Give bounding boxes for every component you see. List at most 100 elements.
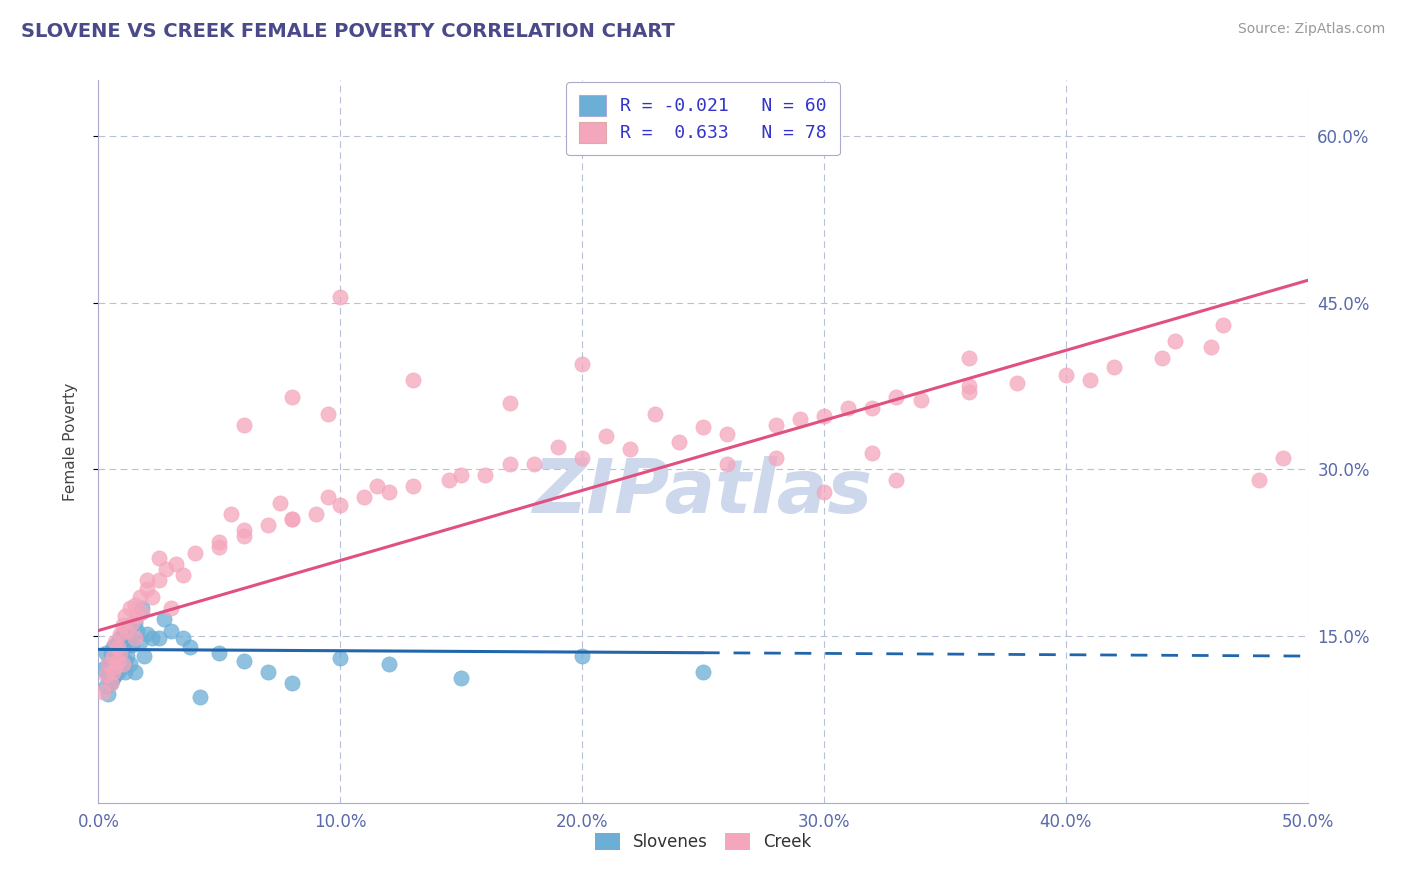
Point — [100, 646, 122, 660]
Point — [474, 467, 496, 482]
Point — [160, 624, 183, 638]
Point — [107, 657, 129, 671]
Point — [402, 479, 425, 493]
Point — [111, 660, 134, 674]
Point — [813, 484, 835, 499]
Point — [124, 665, 146, 679]
Point — [910, 393, 932, 408]
Point — [118, 657, 141, 671]
Point — [114, 665, 136, 679]
Point — [94, 679, 117, 693]
Point — [1152, 351, 1174, 366]
Point — [172, 632, 194, 646]
Point — [305, 507, 328, 521]
Point — [121, 638, 143, 652]
Point — [886, 474, 908, 488]
Point — [101, 665, 124, 679]
Point — [101, 671, 124, 685]
Point — [256, 517, 278, 532]
Point — [860, 401, 883, 416]
Point — [104, 634, 127, 648]
Point — [498, 395, 520, 409]
Point — [97, 668, 120, 682]
Point — [377, 657, 399, 671]
Point — [118, 601, 141, 615]
Point — [107, 649, 129, 664]
Point — [1078, 373, 1101, 387]
Point — [716, 457, 738, 471]
Y-axis label: Female Poverty: Female Poverty — [63, 383, 77, 500]
Point — [571, 649, 593, 664]
Point — [1199, 340, 1222, 354]
Point — [91, 684, 114, 698]
Point — [256, 665, 278, 679]
Point — [108, 632, 131, 646]
Point — [329, 651, 352, 665]
Point — [131, 601, 153, 615]
Point — [104, 651, 127, 665]
Point — [100, 653, 122, 667]
Point — [108, 653, 131, 667]
Text: SLOVENE VS CREEK FEMALE POVERTY CORRELATION CHART: SLOVENE VS CREEK FEMALE POVERTY CORRELAT… — [21, 22, 675, 41]
Point — [107, 665, 129, 679]
Point — [124, 598, 146, 612]
Point — [232, 529, 254, 543]
Point — [94, 668, 117, 682]
Point — [860, 445, 883, 459]
Point — [124, 615, 146, 630]
Point — [121, 615, 143, 630]
Point — [91, 662, 114, 676]
Point — [97, 657, 120, 671]
Point — [108, 627, 131, 641]
Point — [765, 451, 787, 466]
Point — [316, 490, 339, 504]
Point — [101, 649, 124, 664]
Point — [571, 357, 593, 371]
Point — [165, 557, 187, 571]
Point — [117, 624, 139, 638]
Point — [104, 638, 127, 652]
Point — [172, 568, 194, 582]
Point — [134, 649, 156, 664]
Text: Source: ZipAtlas.com: Source: ZipAtlas.com — [1237, 22, 1385, 37]
Point — [111, 657, 134, 671]
Point — [208, 534, 231, 549]
Point — [141, 632, 163, 646]
Point — [155, 562, 177, 576]
Point — [668, 434, 690, 449]
Point — [135, 627, 157, 641]
Point — [131, 605, 153, 619]
Point — [104, 660, 127, 674]
Point — [208, 540, 231, 554]
Point — [366, 479, 388, 493]
Point — [94, 646, 117, 660]
Point — [281, 675, 304, 690]
Point — [118, 632, 141, 646]
Point — [127, 624, 149, 638]
Point — [100, 673, 122, 688]
Point — [281, 390, 304, 404]
Point — [692, 420, 714, 434]
Point — [571, 451, 593, 466]
Point — [547, 440, 569, 454]
Point — [232, 653, 254, 667]
Point — [716, 426, 738, 441]
Point — [886, 390, 908, 404]
Point — [269, 496, 291, 510]
Point — [402, 373, 425, 387]
Point — [117, 649, 139, 664]
Point — [141, 590, 163, 604]
Point — [179, 640, 201, 655]
Point — [377, 484, 399, 499]
Point — [117, 624, 139, 638]
Point — [108, 646, 131, 660]
Point — [101, 657, 124, 671]
Point — [135, 574, 157, 588]
Point — [104, 668, 127, 682]
Point — [450, 671, 472, 685]
Point — [281, 512, 304, 526]
Point — [1272, 451, 1295, 466]
Point — [148, 632, 170, 646]
Point — [619, 442, 641, 457]
Point — [1102, 360, 1125, 375]
